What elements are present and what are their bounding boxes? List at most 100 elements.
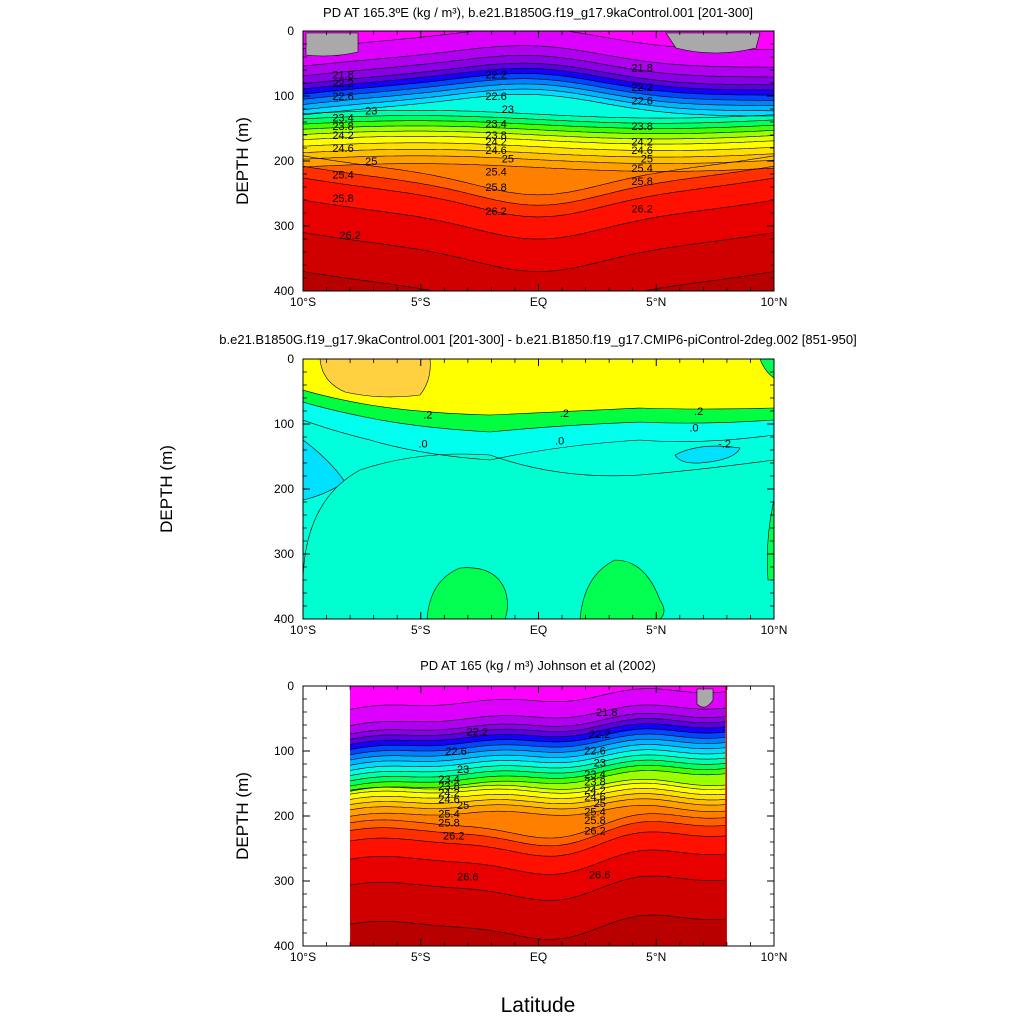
density-contour-line	[303, 142, 774, 151]
contour-label: 26.2	[485, 206, 506, 218]
density-contour-line	[350, 739, 726, 761]
contour-label: 21.8	[332, 70, 353, 82]
contour-label: 25.4	[631, 163, 652, 175]
density-contour-line	[350, 805, 726, 817]
contour-label: 24.2	[631, 137, 652, 149]
density-contour-line	[350, 813, 726, 839]
density-contour-line	[350, 704, 726, 726]
density-contour-line	[350, 723, 726, 745]
contour-label: 24.6	[631, 145, 652, 157]
density-contour-line	[350, 779, 726, 791]
density-contour-line	[350, 713, 726, 735]
x-tick-label: 5°S	[411, 623, 430, 637]
contour-label: 23.8	[485, 130, 506, 142]
x-tick-label: EQ	[530, 950, 547, 964]
contour-label: 24.6	[485, 145, 506, 157]
contour-label: 25.8	[584, 815, 605, 827]
panel-a-contour-labels: 21.822.222.62323.423.824.224.62525.425.8…	[332, 62, 653, 242]
contour-label: 25.4	[584, 806, 605, 818]
diff-band	[319, 359, 431, 398]
x-tick-label: 10°S	[290, 623, 316, 637]
land-mask	[305, 32, 359, 57]
diff-band	[674, 445, 741, 464]
contour-label: 26.6	[589, 870, 610, 882]
contour-label: 25	[594, 798, 606, 810]
contour-label: 23	[457, 764, 469, 776]
density-contour-line	[303, 55, 774, 78]
density-contour-line	[350, 718, 726, 740]
contour-label: 23.8	[438, 781, 459, 793]
diff-band	[759, 359, 774, 379]
density-contour-line	[350, 821, 726, 847]
x-tick-label: 10°N	[761, 950, 788, 964]
y-tick-label: 300	[274, 547, 294, 561]
panel-c-contour-fill	[350, 686, 727, 946]
y-tick-label: 400	[274, 612, 294, 626]
x-tick-label: EQ	[530, 623, 547, 637]
y-tick-label: 200	[274, 482, 294, 496]
contour-label: 24.6	[438, 794, 459, 806]
contour-label: 22.6	[631, 96, 652, 108]
y-tick-label: 300	[274, 874, 294, 888]
density-contour-line	[303, 45, 774, 68]
diff-band	[303, 454, 774, 619]
density-contour-line	[303, 62, 774, 86]
panel-b-contour-fill	[303, 359, 774, 619]
y-tick-label: 100	[274, 744, 294, 758]
density-contour-line	[303, 83, 774, 106]
contour-label: .2	[694, 406, 703, 418]
density-contour-line	[303, 130, 774, 140]
contour-label: 25.8	[332, 193, 353, 205]
contour-label: .0	[689, 422, 698, 434]
diff-contour-line	[303, 453, 774, 581]
contour-label: 23.4	[438, 774, 459, 786]
panel-a-contour-fill	[303, 31, 774, 291]
contour-label: 26.2	[584, 825, 605, 837]
y-tick-label: 400	[274, 284, 294, 298]
density-contour-line	[350, 849, 726, 875]
land-mask	[665, 32, 761, 54]
density-contour-line	[350, 782, 726, 795]
contour-label: .0	[555, 435, 564, 447]
contour-label: 23	[502, 104, 514, 116]
density-contour-line	[350, 744, 726, 766]
contour-label: 25.8	[631, 176, 652, 188]
diff-contour-line	[303, 401, 774, 433]
y-tick-label: 200	[274, 809, 294, 823]
x-tick-label: 10°S	[290, 950, 316, 964]
panel-c-axes: 10°S 5°S EQ 5°N 10°N 0 100 200 300 400	[274, 679, 787, 964]
contour-label: 25	[365, 156, 377, 168]
density-contour-line	[303, 232, 774, 272]
contour-label: 23.4	[332, 112, 353, 124]
density-contour-line	[303, 271, 774, 291]
contour-label: 22.2	[589, 729, 610, 741]
density-contour-line	[350, 770, 726, 792]
y-tick-label: 0	[287, 24, 294, 38]
contour-label: 21.8	[631, 62, 652, 74]
contour-label: 22.6	[445, 746, 466, 758]
y-tick-label: 0	[287, 679, 294, 693]
contour-label: 22.6	[485, 91, 506, 103]
contour-label: 24.6	[332, 143, 353, 155]
contour-label: 22.6	[584, 745, 605, 757]
y-tick-label: 200	[274, 154, 294, 168]
x-tick-label: 10°N	[761, 295, 788, 309]
density-contour-line	[350, 793, 726, 805]
panel-c-contour-labels: 22.222.62323.423.824.224.62525.425.826.2…	[438, 707, 617, 883]
panel-b-contour-labels: .2 .2 .2 .0 .0 .0 -.2	[419, 406, 731, 451]
panel-c-title: PD AT 165 (kg / m³) Johnson et al (2002)	[420, 658, 656, 673]
panel-difference: b.e21.B1850G.f19_g17.9kaControl.001 [201…	[157, 332, 857, 637]
panel-a-axes: 10°S 5°S EQ 5°N 10°N 0 100 200 300 400	[274, 24, 787, 309]
x-tick-label: 10°N	[761, 623, 788, 637]
contour-label: -.2	[718, 439, 731, 451]
x-tick-label: 5°S	[411, 950, 430, 964]
x-tick-label: 10°S	[290, 295, 316, 309]
contour-label: 21.8	[596, 707, 617, 719]
contour-label: 26.2	[631, 203, 652, 215]
contour-label: .0	[419, 439, 428, 451]
density-contour-line	[303, 149, 774, 158]
density-contour-line	[303, 155, 774, 164]
diff-band	[766, 499, 774, 581]
density-contour-line	[350, 831, 726, 857]
contour-label: 23.4	[584, 769, 605, 781]
